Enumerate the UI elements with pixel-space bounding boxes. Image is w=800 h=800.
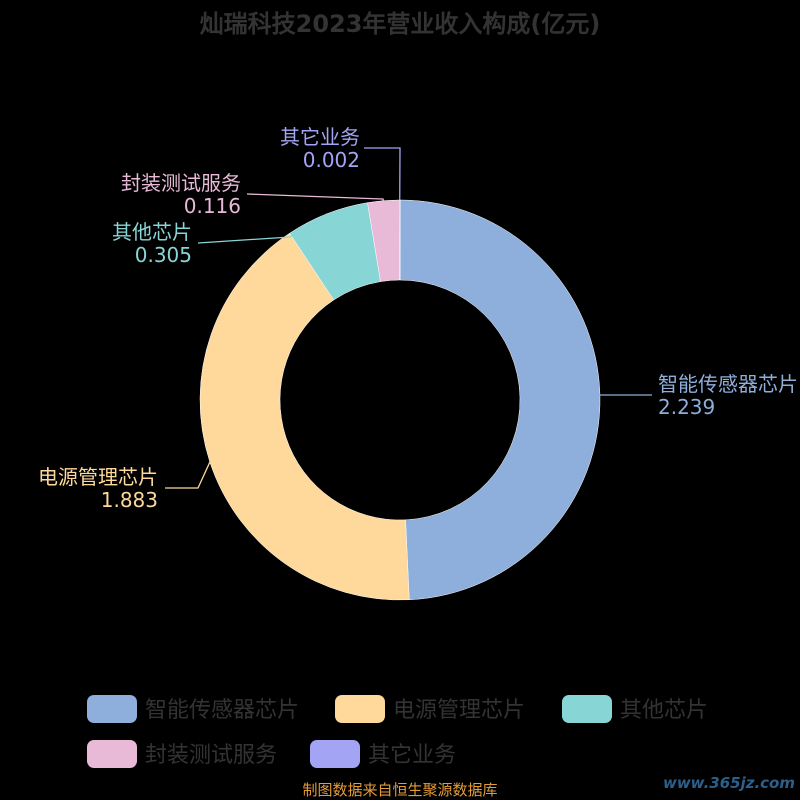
legend-swatch-4	[310, 740, 360, 768]
source-text: 制图数据来自恒生聚源数据库	[302, 781, 497, 799]
slice-4-wedge[interactable]	[399, 199, 401, 281]
slice-3-leader-line	[246, 193, 385, 201]
slice-3-value-label: 0.116	[184, 194, 241, 218]
legend-label-3: 封装测试服务	[145, 743, 277, 768]
slices	[199, 199, 601, 601]
legend-label-0: 智能传感器芯片	[145, 698, 299, 723]
legend-swatch-1	[335, 695, 385, 723]
slice-4-value-label: 0.002	[303, 148, 360, 172]
legend-swatch-3	[87, 740, 137, 768]
chart-title: 灿瑞科技2023年营业收入构成(亿元)	[200, 10, 601, 38]
slice-2-value-label: 0.305	[135, 243, 192, 267]
legend-item-4[interactable]: 其它业务	[310, 740, 456, 768]
slice-labels: 智能传感器芯片2.239电源管理芯片1.883其他芯片0.305封装测试服务0.…	[38, 125, 798, 512]
legend-item-3[interactable]: 封装测试服务	[87, 740, 277, 768]
slice-1-leader-line	[165, 461, 211, 489]
legend-swatch-0	[87, 695, 137, 723]
legend-label-2: 其他芯片	[620, 698, 708, 723]
legend-item-0[interactable]: 智能传感器芯片	[87, 695, 299, 723]
slice-1-wedge[interactable]	[199, 232, 410, 601]
slice-0-label: 智能传感器芯片	[658, 372, 798, 396]
legend-swatch-2	[562, 695, 612, 723]
slice-1-label: 电源管理芯片	[38, 465, 158, 489]
legend-item-1[interactable]: 电源管理芯片	[335, 695, 525, 723]
legend-label-1: 电源管理芯片	[393, 698, 525, 723]
legend-item-2[interactable]: 其他芯片	[562, 695, 708, 723]
slice-2-leader-line	[197, 213, 328, 244]
watermark: www.365jz.com	[663, 774, 795, 792]
slice-1-value-label: 1.883	[101, 488, 158, 512]
slice-2-label: 其他芯片	[112, 220, 192, 244]
slice-0-wedge[interactable]	[399, 199, 601, 601]
slice-0-value-label: 2.239	[658, 395, 715, 419]
slice-4-leader-line	[364, 147, 401, 201]
legend-label-4: 其它业务	[368, 743, 456, 768]
slice-4-label: 其它业务	[280, 125, 360, 149]
slice-3-label: 封装测试服务	[121, 171, 241, 195]
